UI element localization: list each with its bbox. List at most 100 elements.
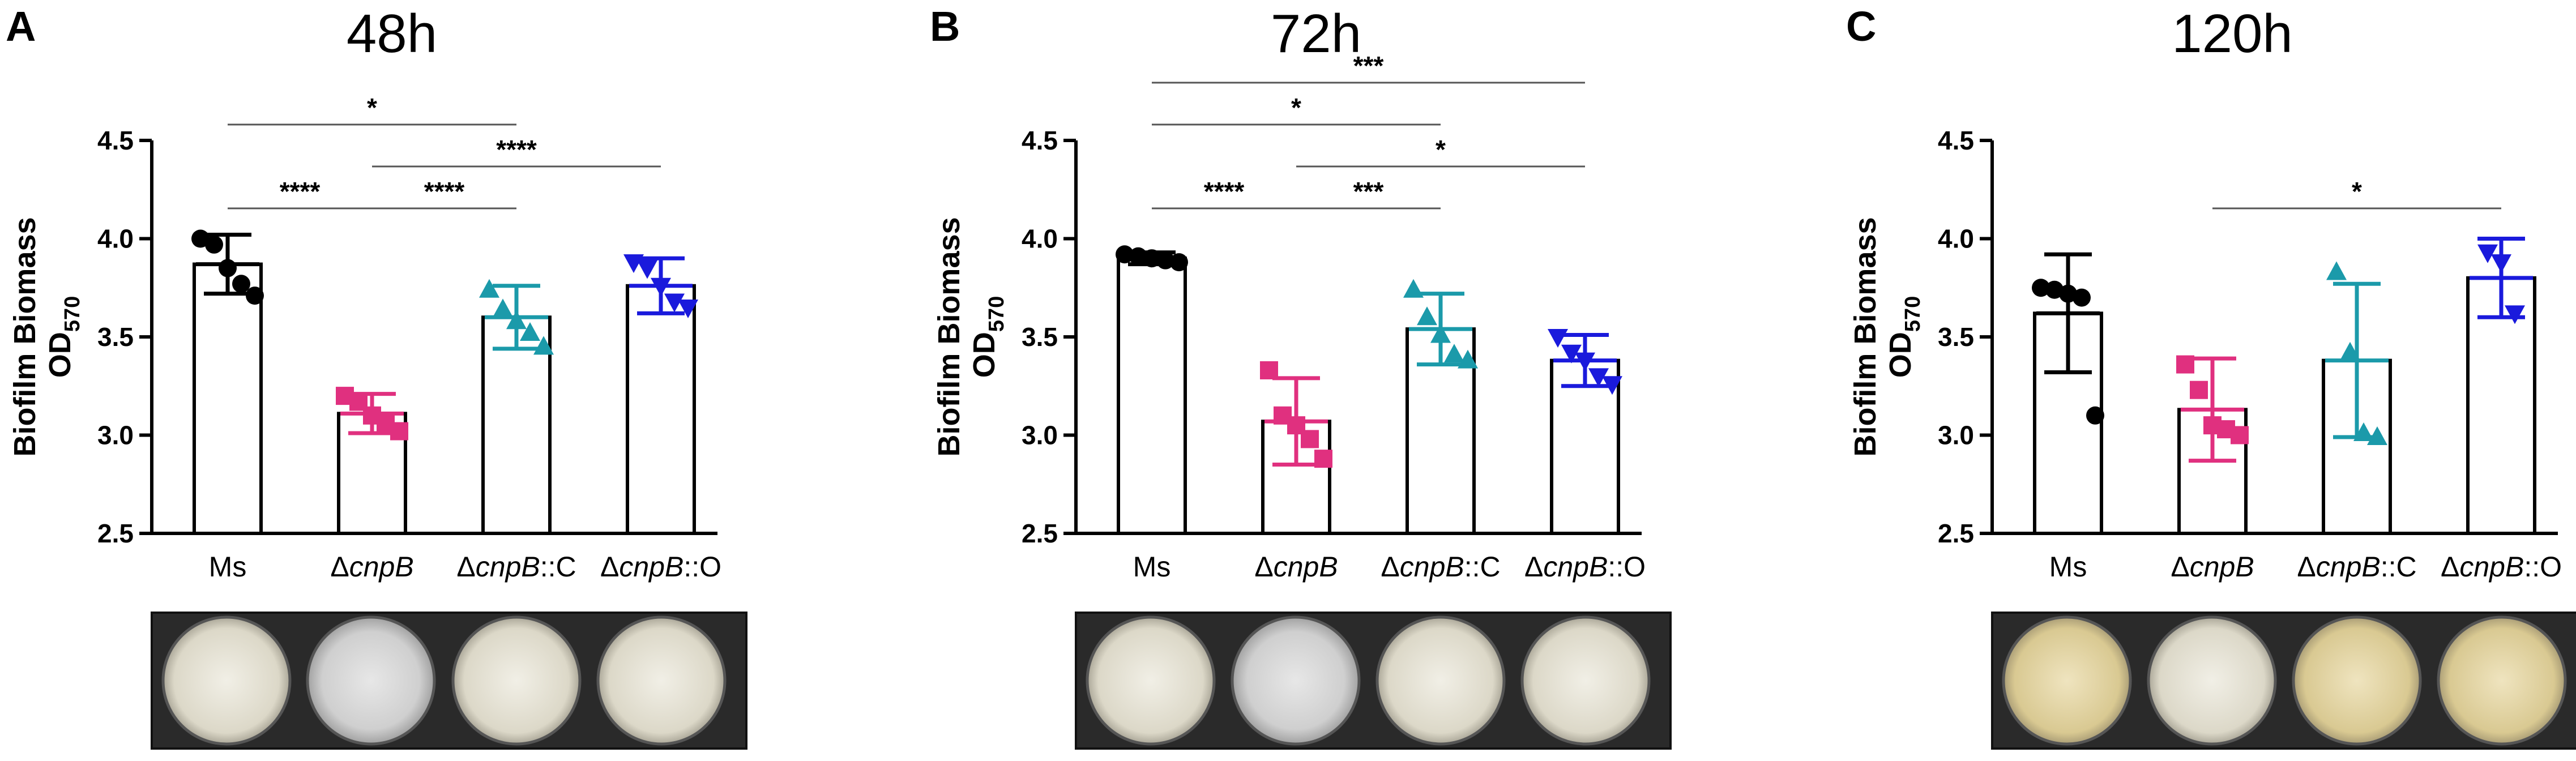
y-tick-label: 2.5 <box>1938 519 1974 548</box>
data-point <box>493 298 513 318</box>
panel-title: 72h <box>1271 3 1361 64</box>
x-category-label: Ms <box>209 551 247 583</box>
y-axis-label-line2: OD570 <box>43 296 84 378</box>
x-category-label: ΔcnpB <box>330 551 413 583</box>
data-point <box>1602 376 1622 395</box>
panel-letter: C <box>1846 3 1876 50</box>
y-axis-label-line1: Biofilm Biomass <box>8 217 42 456</box>
panel-title: 120h <box>2172 3 2293 64</box>
significance-label: *** <box>1353 177 1384 206</box>
y-tick-label: 4.0 <box>97 224 134 254</box>
y-tick-label: 2.5 <box>97 519 134 548</box>
data-point <box>2353 422 2374 442</box>
data-point <box>1561 344 1582 364</box>
data-point <box>2045 280 2064 299</box>
data-point <box>2059 284 2077 303</box>
data-point <box>2032 279 2050 297</box>
y-axis-label: Biofilm Biomass OD570 <box>8 217 84 456</box>
data-point <box>1260 361 1278 379</box>
significance-label: **** <box>424 177 465 206</box>
x-category-label: ΔcnpB::C <box>456 551 576 583</box>
significance-label: **** <box>1204 177 1245 206</box>
bar <box>193 262 263 535</box>
x-category-label: Ms <box>1133 551 1171 583</box>
data-point <box>2073 288 2091 307</box>
data-point <box>506 310 527 330</box>
data-point <box>1588 368 1609 387</box>
panel-letter: A <box>6 3 36 50</box>
y-axis-label-line1: Biofilm Biomass <box>932 217 966 456</box>
data-point <box>191 229 210 248</box>
y-tick-label: 3.5 <box>97 322 134 352</box>
panel-letter: B <box>930 3 960 50</box>
significance-label: * <box>1436 135 1446 164</box>
data-point <box>205 235 223 254</box>
bar <box>1117 256 1187 535</box>
data-point <box>2231 426 2249 444</box>
data-point <box>1417 306 1437 326</box>
y-tick-label: 3.5 <box>1938 322 1974 352</box>
data-point <box>246 287 264 305</box>
y-tick-label: 3.0 <box>97 421 134 450</box>
data-point <box>1129 247 1147 266</box>
data-point <box>2477 244 2498 263</box>
y-axis-label-line1: Biofilm Biomass <box>1848 217 1882 456</box>
data-point <box>664 293 685 313</box>
data-point <box>1170 253 1188 272</box>
y-tick-label: 3.0 <box>1938 421 1974 450</box>
data-point <box>623 254 644 273</box>
significance-label: * <box>1291 93 1301 122</box>
panel-c: C 120h Biofilm Biomass OD570 2.5 3.0 3.5 4.0 4.5… <box>1846 3 2562 583</box>
bar <box>2466 276 2536 535</box>
x-category-label: Ms <box>2049 551 2087 583</box>
data-point <box>1458 349 1478 369</box>
data-point <box>1430 324 1451 343</box>
data-point <box>479 279 499 298</box>
significance-label: **** <box>280 177 321 206</box>
x-category-label: ΔcnpB <box>2171 551 2254 583</box>
y-tick-label: 4.0 <box>1938 224 1974 254</box>
well-photo-48h <box>151 612 747 750</box>
y-tick-label: 4.0 <box>1022 224 1058 254</box>
data-point <box>1116 245 1134 264</box>
data-point <box>2326 261 2347 280</box>
y-axis-label: Biofilm Biomass OD570 <box>1848 217 1925 456</box>
data-point <box>533 336 554 355</box>
x-category-label: ΔcnpB::O <box>1524 551 1646 583</box>
x-category-label: ΔcnpB <box>1254 551 1338 583</box>
data-point <box>2086 406 2104 425</box>
data-point <box>1156 251 1174 270</box>
significance-label: * <box>2352 177 2362 206</box>
data-point <box>219 259 237 277</box>
significance-label: **** <box>496 135 537 164</box>
panel-title: 48h <box>347 3 437 64</box>
y-axis-label: Biofilm Biomass OD570 <box>932 217 1009 456</box>
data-point <box>1403 279 1424 298</box>
x-category-label: ΔcnpB::C <box>1381 551 1500 583</box>
data-point <box>390 422 408 441</box>
data-point <box>2491 254 2511 273</box>
y-tick-label: 2.5 <box>1022 519 1058 548</box>
data-point <box>1444 344 1464 363</box>
data-point <box>1575 352 1595 371</box>
data-point <box>1143 249 1161 268</box>
data-point <box>1301 430 1319 448</box>
x-category-label: ΔcnpB::C <box>2297 551 2416 583</box>
y-tick-label: 4.5 <box>1022 126 1058 155</box>
significance-label: *** <box>1353 51 1384 80</box>
data-point <box>637 260 657 279</box>
x-category-label: ΔcnpB::O <box>2441 551 2562 583</box>
significance-label: * <box>367 93 377 122</box>
well-photo-72h <box>1075 612 1672 750</box>
data-point <box>232 275 250 293</box>
data-point <box>678 299 698 318</box>
data-point <box>1314 450 1332 468</box>
bar <box>626 284 696 535</box>
panel-a: A 48h Biofilm Biomass OD570 2.5 3.0 3.5 4.0 4.5 M… <box>6 3 721 583</box>
y-tick-label: 3.5 <box>1022 322 1058 352</box>
y-tick-label: 3.0 <box>1022 421 1058 450</box>
well-photo-120h <box>1991 612 2576 750</box>
data-point <box>1548 329 1568 348</box>
y-axis-label-line2: OD570 <box>1883 296 1925 378</box>
